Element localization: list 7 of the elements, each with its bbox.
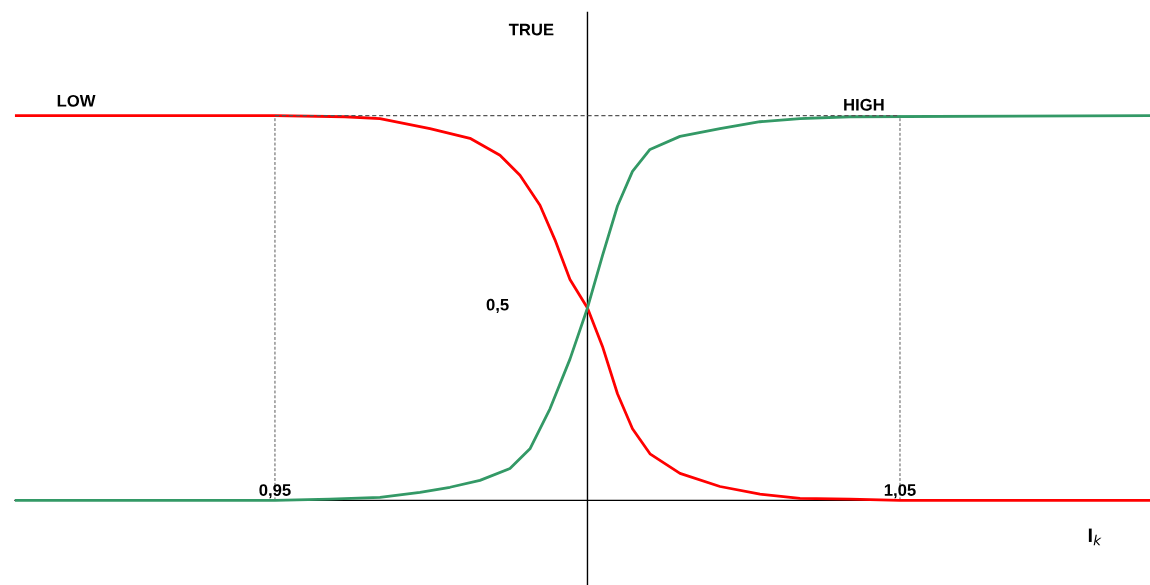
- series-label: LOW: [57, 94, 96, 107]
- x-tick-label: 0,95: [259, 484, 291, 499]
- text: TRUE: [508, 23, 554, 36]
- x-axis-title: I$_{k}$: [1088, 528, 1102, 546]
- annotation: 0,5: [486, 298, 509, 314]
- series-label: HIGH: [844, 98, 884, 111]
- x-tick-label: 1,05: [884, 484, 916, 499]
